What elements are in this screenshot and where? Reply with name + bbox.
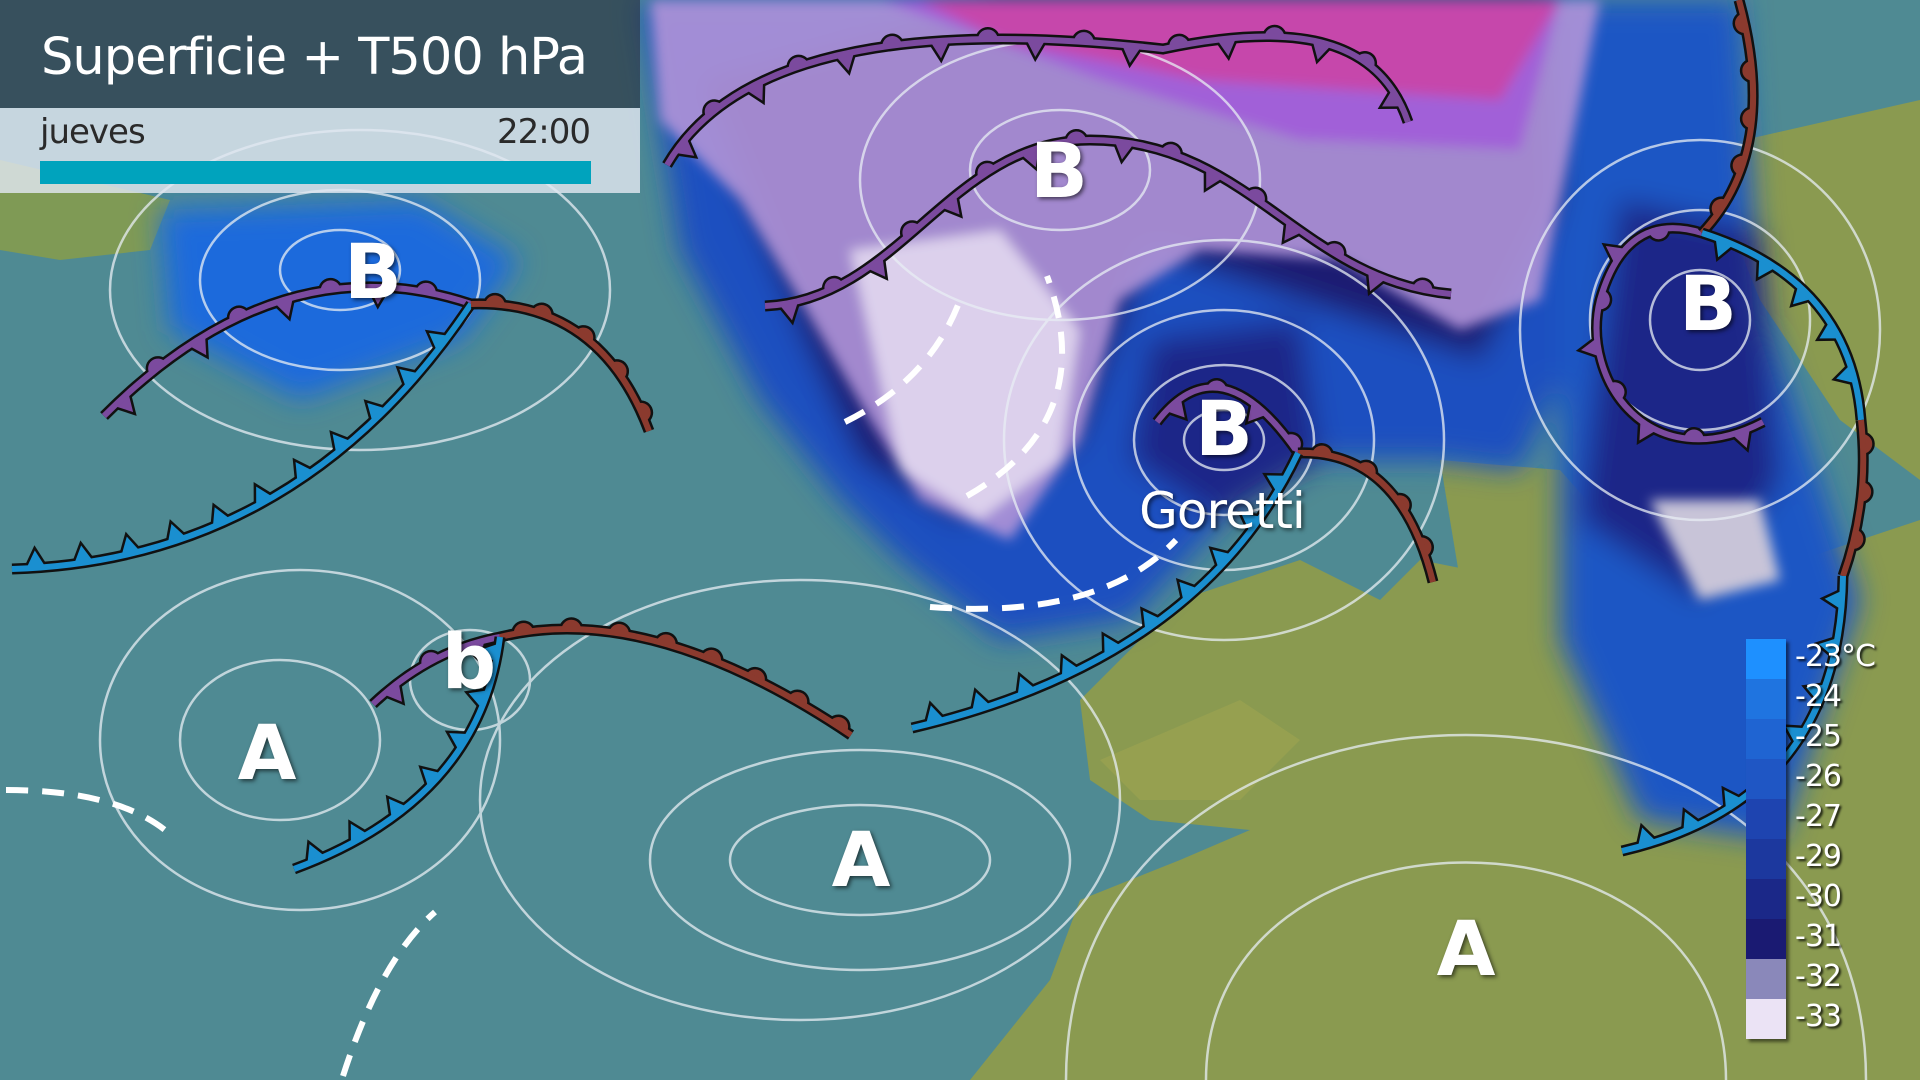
low-pressure-label: B — [1195, 384, 1253, 473]
occluded-front — [100, 277, 473, 420]
low-pressure-label: B — [1030, 126, 1088, 215]
occluded-front — [1575, 222, 1766, 453]
low-pressure-label: B — [1679, 259, 1737, 348]
occluded-front — [662, 24, 1414, 168]
legend-label: -25 — [1795, 719, 1842, 754]
legend-label: -31 — [1795, 919, 1842, 954]
warm-front — [498, 617, 855, 740]
legend-label: -23°C — [1795, 639, 1876, 674]
legend-swatch — [1746, 679, 1786, 719]
isobars — [98, 38, 1882, 1080]
occluded-front — [764, 129, 1452, 326]
cold-front — [910, 450, 1303, 734]
trough-lines — [5, 274, 1179, 1077]
legend-label: -24 — [1795, 679, 1842, 714]
timeline-progress — [40, 161, 591, 184]
low-pressure-label: b — [441, 617, 497, 706]
warm-front — [1837, 419, 1875, 578]
legend-label: -29 — [1795, 839, 1842, 874]
high-pressure-label: A — [237, 708, 297, 797]
high-pressure-label: A — [1436, 904, 1496, 993]
time-label: 22:00 — [497, 112, 591, 152]
legend-swatch — [1746, 799, 1786, 839]
storm-name-label: Goretti — [1139, 482, 1306, 540]
very-cold-air — [650, 0, 1780, 600]
fronts — [11, 0, 1875, 875]
occluded-front — [1152, 378, 1304, 457]
legend-swatch — [1746, 999, 1786, 1039]
title-panel — [0, 0, 640, 108]
legend-label: -27 — [1795, 799, 1842, 834]
legend-swatch — [1746, 959, 1786, 999]
temperature-legend-labels: -23°C -24 -25 -26 -27 -29 -30 -31 -32 -33 — [1795, 639, 1876, 1039]
day-label: jueves — [40, 112, 146, 152]
low-pressure-label: B — [344, 227, 402, 316]
high-pressure-label: A — [831, 815, 891, 904]
cold-front — [1700, 227, 1867, 421]
cold-front — [292, 636, 506, 875]
legend-swatch — [1746, 759, 1786, 799]
temperature-legend — [1746, 639, 1786, 1039]
legend-swatch — [1746, 719, 1786, 759]
legend-label: -30 — [1795, 879, 1842, 914]
legend-label: -33 — [1795, 999, 1842, 1034]
warm-front — [1697, 0, 1759, 237]
legend-swatch — [1746, 639, 1786, 679]
warm-front — [470, 292, 655, 433]
warm-front — [1297, 442, 1439, 584]
cold-front — [11, 300, 476, 575]
map-title: Superficie + T500 hPa — [41, 28, 588, 87]
timeline-bar[interactable] — [40, 161, 591, 184]
legend-swatch — [1746, 919, 1786, 959]
legend-label: -26 — [1795, 759, 1842, 794]
legend-label: -32 — [1795, 959, 1842, 994]
legend-swatch — [1746, 839, 1786, 879]
legend-swatch — [1746, 879, 1786, 919]
